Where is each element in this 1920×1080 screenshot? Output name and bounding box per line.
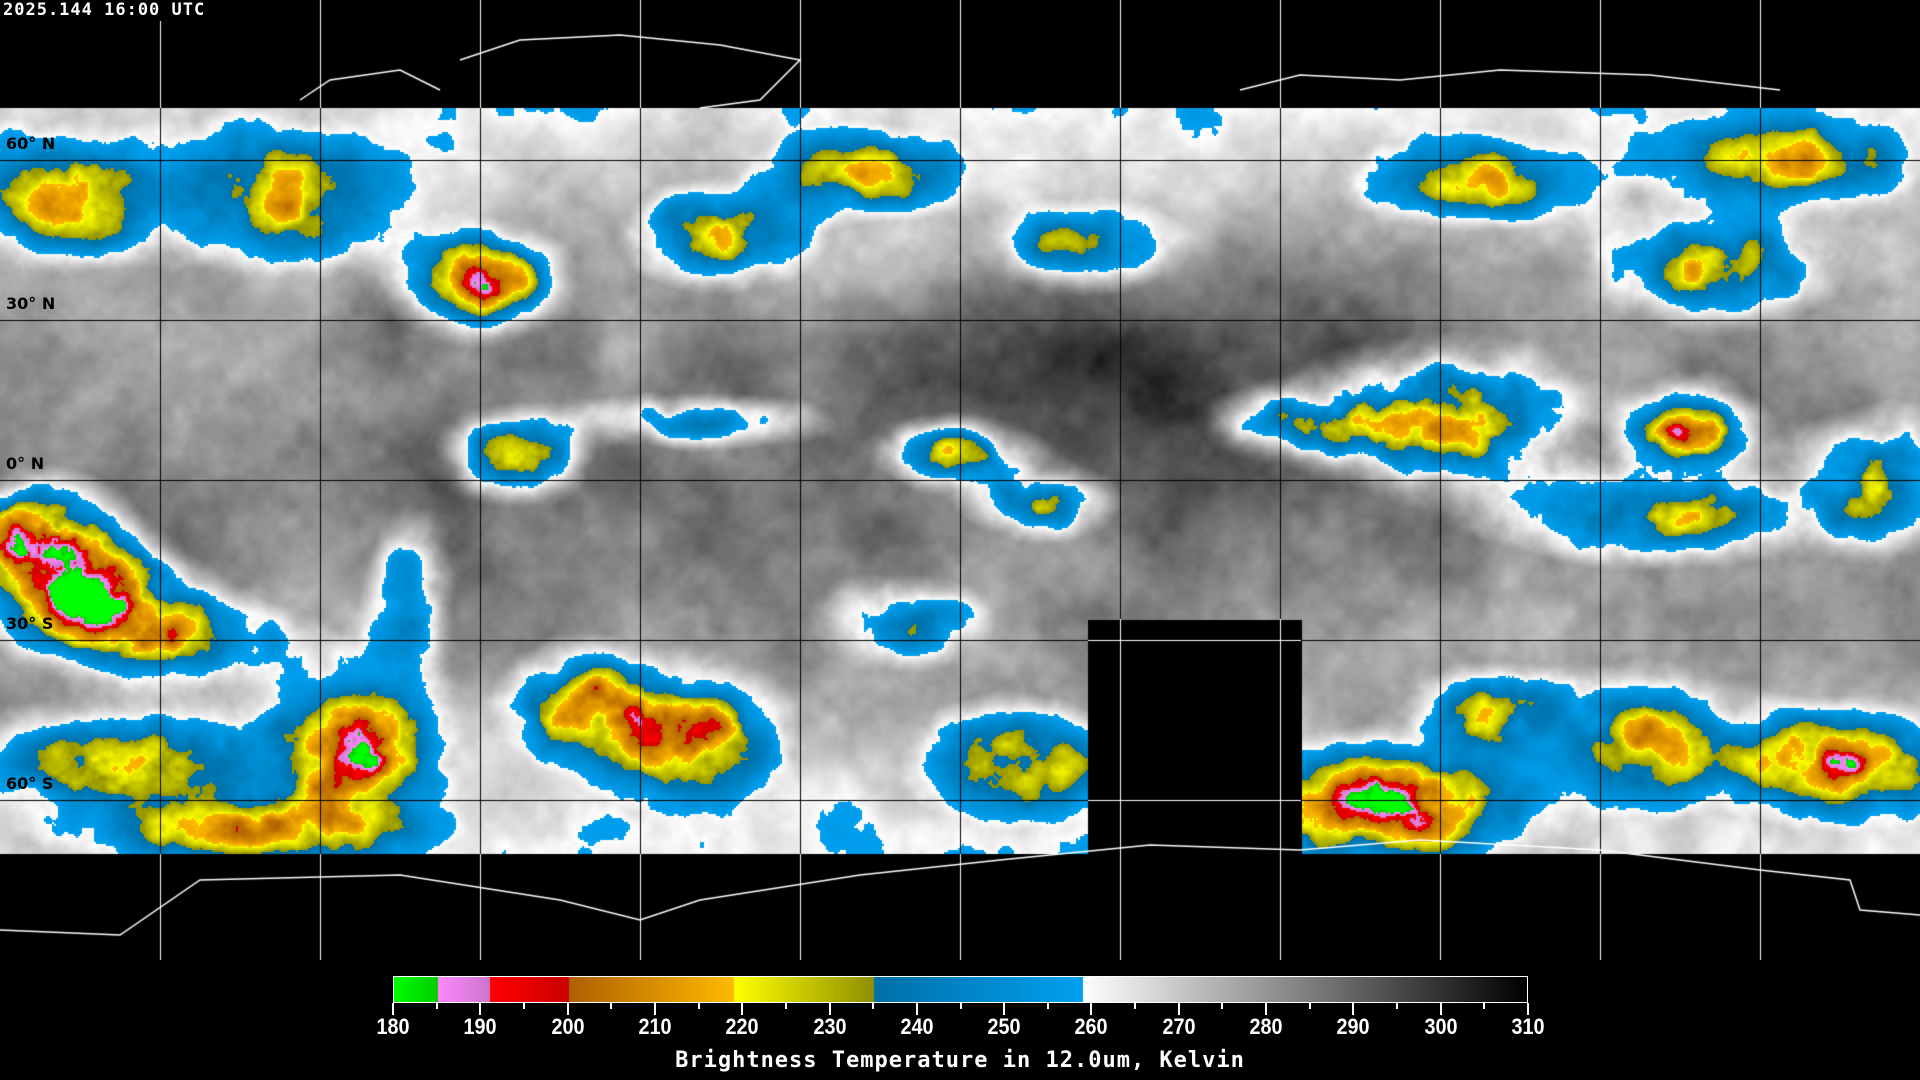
tick-label: 190 — [463, 1014, 497, 1039]
tick-label: 240 — [900, 1014, 934, 1039]
satellite-brightness-temperature-map — [0, 0, 1920, 960]
tick-label: 290 — [1336, 1014, 1370, 1039]
minor-tick — [1134, 1003, 1137, 1009]
minor-tick — [1046, 1003, 1049, 1009]
minor-tick — [522, 1003, 525, 1009]
major-tick — [1265, 1003, 1268, 1015]
tick-label: 310 — [1511, 1014, 1545, 1039]
tick-label: 300 — [1424, 1014, 1458, 1039]
major-tick — [566, 1003, 569, 1015]
colorbar — [393, 976, 1528, 1003]
major-tick — [653, 1003, 656, 1015]
tick-label: 260 — [1074, 1014, 1108, 1039]
minor-tick — [959, 1003, 962, 1009]
major-tick — [1352, 1003, 1355, 1015]
major-tick — [741, 1003, 744, 1015]
minor-tick — [697, 1003, 700, 1009]
minor-tick — [610, 1003, 613, 1009]
major-tick — [1177, 1003, 1180, 1015]
minor-tick — [1221, 1003, 1224, 1009]
lat-label-60s: 60° S — [6, 774, 54, 793]
minor-tick — [1483, 1003, 1486, 1009]
lat-label-60n: 60° N — [6, 134, 56, 153]
lat-label-30n: 30° N — [6, 294, 56, 313]
minor-tick — [1308, 1003, 1311, 1009]
tick-label: 230 — [813, 1014, 847, 1039]
timestamp-label: 2025.144 16:00 UTC — [3, 0, 209, 21]
minor-tick — [435, 1003, 438, 1009]
major-tick — [1527, 1003, 1529, 1015]
major-tick — [1090, 1003, 1093, 1015]
major-tick — [915, 1003, 918, 1015]
major-tick — [479, 1003, 482, 1015]
lat-label-30s: 30° S — [6, 614, 54, 633]
minor-tick — [1396, 1003, 1399, 1009]
minor-tick — [872, 1003, 875, 1009]
major-tick — [828, 1003, 831, 1015]
tick-label: 280 — [1249, 1014, 1283, 1039]
major-tick — [392, 1003, 394, 1015]
major-tick — [1003, 1003, 1006, 1015]
major-tick — [1439, 1003, 1442, 1015]
tick-label: 180 — [376, 1014, 410, 1039]
tick-label: 250 — [987, 1014, 1021, 1039]
tick-label: 270 — [1162, 1014, 1196, 1039]
lat-label-0n: 0° N — [6, 454, 45, 473]
colorbar-gradient — [394, 977, 1527, 1002]
tick-label: 200 — [551, 1014, 585, 1039]
minor-tick — [784, 1003, 787, 1009]
tick-label: 210 — [638, 1014, 672, 1039]
colorbar-title: Brightness Temperature in 12.0um, Kelvin — [675, 1048, 1245, 1073]
tick-label: 220 — [725, 1014, 759, 1039]
